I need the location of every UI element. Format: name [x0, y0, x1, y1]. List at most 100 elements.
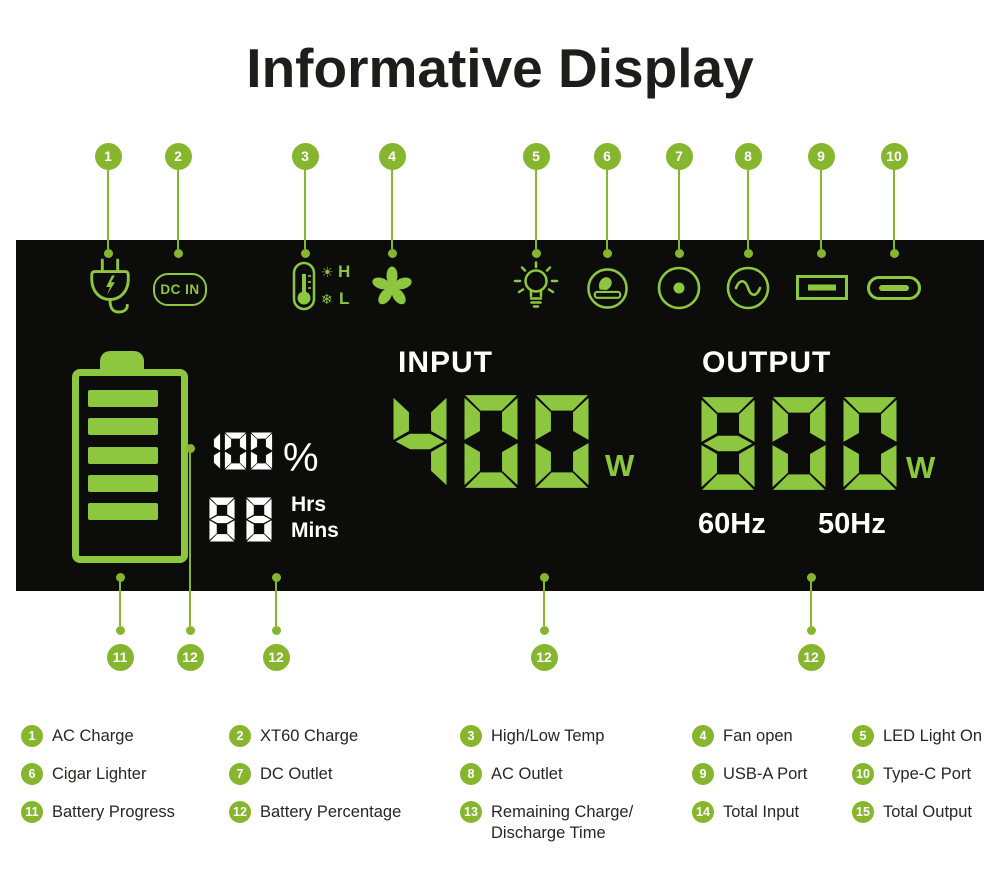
callout-bottom-5: 12 [797, 643, 825, 671]
dc-outlet-icon [657, 266, 701, 310]
fan-icon [372, 266, 412, 305]
dc-in-badge: DC IN [153, 273, 207, 306]
input-label: INPUT [398, 346, 493, 379]
callout-bottom-5-dot [806, 572, 816, 582]
callout-4: 4 [378, 142, 406, 170]
ac-plug-icon [90, 258, 130, 314]
seven-segment-digit [535, 395, 589, 488]
display-panel: DC IN ☀ H ❄ L [16, 240, 984, 591]
legend-item-2: 2 XT60 Charge [229, 725, 358, 747]
seven-segment-digit [209, 497, 235, 542]
callout-bottom-1-line [119, 581, 121, 626]
callout-bottom-3-line [275, 581, 277, 626]
legend-number-badge: 1 [21, 725, 43, 747]
callout-2-line [177, 170, 179, 249]
seven-segment-digit [843, 397, 897, 490]
sun-icon: ☀ [321, 264, 334, 280]
legend-item-8: 8 AC Outlet [460, 763, 563, 785]
legend-item-6: 6 Cigar Lighter [21, 763, 146, 785]
callout-10: 10 [880, 142, 908, 170]
callout-bottom-5-dot [806, 625, 816, 635]
hrs-label: Hrs [291, 493, 327, 516]
thermometer-icon [292, 261, 316, 311]
callout-5: 5 [522, 142, 550, 170]
callout-5-dot [531, 248, 541, 258]
legend-item-15: 15 Total Output [852, 801, 972, 823]
callout-bottom-1: 11 [106, 643, 134, 671]
callout-9: 9 [807, 142, 835, 170]
legend-number-badge: 7 [229, 763, 251, 785]
usb-a-port-icon [796, 275, 848, 300]
callout-2-dot [173, 248, 183, 258]
callout-3: 3 [291, 142, 319, 170]
callout-bottom-5-line [810, 581, 812, 626]
light-bulb-icon [513, 261, 559, 308]
legend-number-badge: 14 [692, 801, 714, 823]
legend-number-badge: 5 [852, 725, 874, 747]
legend-label: DC Outlet [260, 765, 333, 783]
legend-number-badge: 8 [460, 763, 482, 785]
temp-high-label: H [338, 262, 351, 281]
legend-item-10: 10 Type-C Port [852, 763, 971, 785]
callout-bottom-1-dot [115, 625, 125, 635]
output-watts-digits [697, 396, 901, 491]
legend-number-badge: 12 [229, 801, 251, 823]
callout-9-dot [816, 248, 826, 258]
callout-bottom-1-dot [115, 572, 125, 582]
freq-50hz-label: 50Hz [818, 508, 886, 540]
battery-percent-digits [198, 432, 273, 470]
input-watt-unit: W [605, 448, 635, 483]
ac-outlet-icon [726, 266, 770, 310]
seven-segment-digit [701, 397, 755, 490]
callout-bottom-2-dot [185, 443, 195, 453]
remaining-time-digits [207, 497, 274, 542]
legend-number-badge: 3 [460, 725, 482, 747]
callout-5-line [535, 170, 537, 249]
callout-2: 2 [164, 142, 192, 170]
legend-label: Total Output [883, 803, 972, 821]
legend-item-12: 12 Battery Percentage [229, 801, 401, 823]
callout-1-line [107, 170, 109, 249]
seven-segment-digit [246, 497, 272, 542]
callout-6-line [606, 170, 608, 249]
callout-bottom-2-dot [185, 625, 195, 635]
callout-7-dot [674, 248, 684, 258]
input-watts-digits [389, 394, 593, 489]
legend-label: Remaining Charge/ Discharge Time [491, 803, 634, 842]
callout-bottom-3-dot [271, 625, 281, 635]
page-title: Informative Display [246, 37, 754, 99]
dc-in-label: DC IN [160, 282, 200, 297]
legend-item-13: 13 Remaining Charge/ Discharge Time [460, 801, 633, 844]
callout-bottom-2: 12 [176, 643, 204, 671]
legend-label: Type-C Port [883, 765, 972, 783]
legend-item-9: 9 USB-A Port [692, 763, 807, 785]
legend-label: Total Input [723, 803, 800, 821]
seven-segment-digit [464, 395, 518, 488]
callout-8-line [747, 170, 749, 249]
legend-item-1: 1 AC Charge [21, 725, 134, 747]
legend-label: High/Low Temp [491, 727, 605, 745]
legend-number-badge: 11 [21, 801, 43, 823]
legend-item-11: 11 Battery Progress [21, 801, 175, 823]
legend-number-badge: 6 [21, 763, 43, 785]
legend-label: LED Light On [883, 727, 983, 745]
callout-3-line [304, 170, 306, 249]
callout-bottom-3-dot [271, 572, 281, 582]
seven-segment-digit [224, 432, 247, 470]
output-watt-unit: W [906, 450, 936, 485]
callout-bottom-4-line [543, 581, 545, 626]
legend-item-4: 4 Fan open [692, 725, 793, 747]
output-label: OUTPUT [702, 346, 832, 379]
legend-item-7: 7 DC Outlet [229, 763, 332, 785]
seven-segment-digit [250, 432, 273, 470]
legend-label: Cigar Lighter [52, 765, 147, 783]
snowflake-icon: ❄ [321, 291, 333, 307]
callout-10-line [893, 170, 895, 249]
legend-label: Battery Percentage [260, 803, 402, 821]
callout-8: 8 [734, 142, 762, 170]
callout-7: 7 [665, 142, 693, 170]
callout-3-dot [300, 248, 310, 258]
callout-bottom-4: 12 [530, 643, 558, 671]
legend-label: AC Outlet [491, 765, 563, 783]
